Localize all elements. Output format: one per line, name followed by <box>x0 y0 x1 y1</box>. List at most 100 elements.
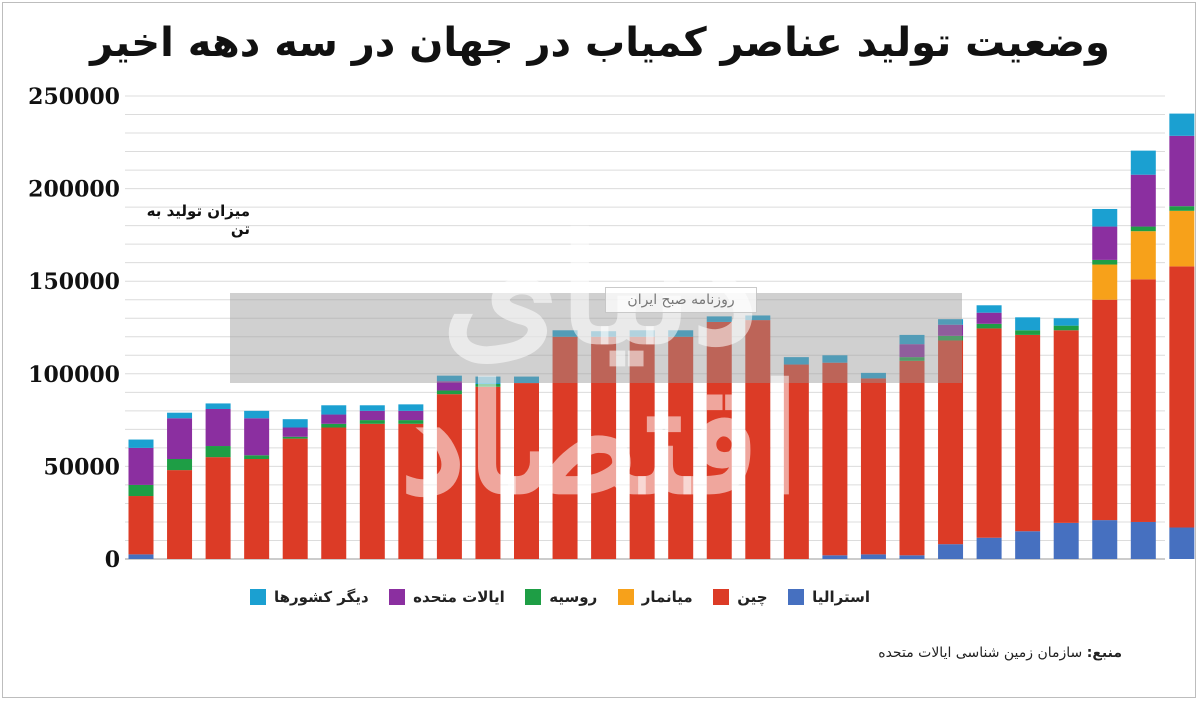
bar-segment <box>668 336 694 559</box>
bar-segment <box>244 458 270 559</box>
bar-segment <box>1169 210 1195 267</box>
bar-segment <box>359 420 385 424</box>
watermark-band <box>230 293 962 383</box>
bar-segment <box>1092 226 1118 260</box>
bar-segment <box>938 544 964 559</box>
bar-segment <box>167 412 193 419</box>
bar-segment <box>745 315 771 321</box>
chart-title: وضعیت تولید عناصر کمیاب در جهان در سه ده… <box>90 20 1110 66</box>
bar-segment <box>128 554 154 559</box>
bar-segment <box>1053 325 1079 331</box>
bar-segment <box>783 357 809 365</box>
bar-segment <box>552 336 578 559</box>
bar-segment <box>1092 264 1118 300</box>
bar-segment <box>860 372 886 379</box>
legend-swatch <box>250 589 267 605</box>
y-tick-label: 150000 <box>28 269 120 295</box>
bar-segment <box>938 340 964 545</box>
bar-segment <box>899 360 925 556</box>
legend-item: استرالیا <box>788 588 870 606</box>
bar-segment <box>976 305 1002 313</box>
bar-segment <box>128 447 154 485</box>
watermark-tagline: روزنامه صبح ایران <box>605 287 757 313</box>
bar-segment <box>205 408 231 447</box>
bar-segment <box>244 455 270 459</box>
y-tick-label: 0 <box>105 547 120 573</box>
legend-swatch <box>713 589 730 605</box>
bar-segment <box>321 423 347 428</box>
bar-segment <box>860 554 886 559</box>
bar-segment <box>1130 174 1156 227</box>
bar-segment <box>398 404 424 411</box>
bar-segment <box>128 496 154 555</box>
legend-label: استرالیا <box>812 588 870 606</box>
bar-segment <box>1130 279 1156 522</box>
bar-segment <box>783 364 809 559</box>
bar-segment <box>899 334 925 345</box>
legend-item: چین <box>713 588 768 606</box>
bar-segment <box>1169 113 1195 136</box>
bar-segment <box>1092 520 1118 559</box>
bar-segment <box>591 336 617 559</box>
bar-segment <box>321 405 347 415</box>
bar-segment <box>244 418 270 456</box>
bar-segment <box>1092 259 1118 265</box>
bar-segment <box>436 375 462 382</box>
bar-segment <box>514 376 539 384</box>
bar-segment <box>1130 231 1156 280</box>
watermark-brand: دنیای اقتصاد <box>399 202 801 528</box>
bar-segment <box>1053 330 1079 523</box>
bar-segment <box>822 362 848 556</box>
bar-segment <box>1015 317 1041 331</box>
bar-segment <box>976 323 1002 329</box>
legend-item: روسیه <box>525 588 597 606</box>
bar-segment <box>1169 135 1195 207</box>
legend-item: دیگر کشورها <box>250 588 369 606</box>
bar-segment <box>282 436 308 439</box>
y-axis-label: میزان تولید به تن <box>146 202 250 238</box>
bar-segment <box>128 439 154 448</box>
bar-segment <box>398 420 424 424</box>
bar-segment <box>1130 150 1156 175</box>
bar-segment <box>1130 521 1156 559</box>
bar-segment <box>899 357 925 361</box>
bar-segment <box>167 470 193 559</box>
bar-segment <box>205 446 231 458</box>
bar-segment <box>398 423 424 559</box>
bar-segment <box>976 537 1002 559</box>
bar-segment <box>321 427 347 559</box>
bar-segment <box>976 328 1002 538</box>
bar-segment <box>282 438 308 559</box>
y-tick-label: 250000 <box>28 84 120 110</box>
legend-label: میانمار <box>641 588 693 606</box>
legend-label: دیگر کشورها <box>274 588 369 606</box>
bar-segment <box>1130 226 1156 232</box>
legend: استرالیا چین میانمار روسیه ایالات متحده دیگر … <box>250 588 870 606</box>
bar-segment <box>552 330 578 337</box>
bar-segment <box>745 320 771 559</box>
bar-segment <box>475 386 501 559</box>
bar-segment <box>899 555 925 559</box>
bar-segment <box>436 390 462 395</box>
bar-segment <box>1053 318 1079 326</box>
bar-segment <box>938 324 964 336</box>
source-label: منبع: <box>1086 645 1122 661</box>
bar-segment <box>475 376 501 384</box>
bar-segment <box>128 484 154 497</box>
bar-segment <box>244 410 270 419</box>
source-text: سازمان زمین شناسی ایالات متحده <box>878 645 1083 661</box>
bar-segment <box>321 414 347 424</box>
bar-segment <box>1053 522 1079 559</box>
bar-segment <box>822 555 848 559</box>
bar-segment <box>205 457 231 559</box>
y-tick-label: 50000 <box>43 454 120 480</box>
bar-segment <box>1092 299 1118 521</box>
legend-label: روسیه <box>549 588 598 606</box>
legend-label: ایالات متحده <box>413 588 505 606</box>
legend-swatch <box>389 589 406 605</box>
bar-segment <box>436 394 462 559</box>
bar-segment <box>1015 330 1041 335</box>
bar-segment <box>1015 334 1041 532</box>
bar-segment <box>706 316 732 322</box>
